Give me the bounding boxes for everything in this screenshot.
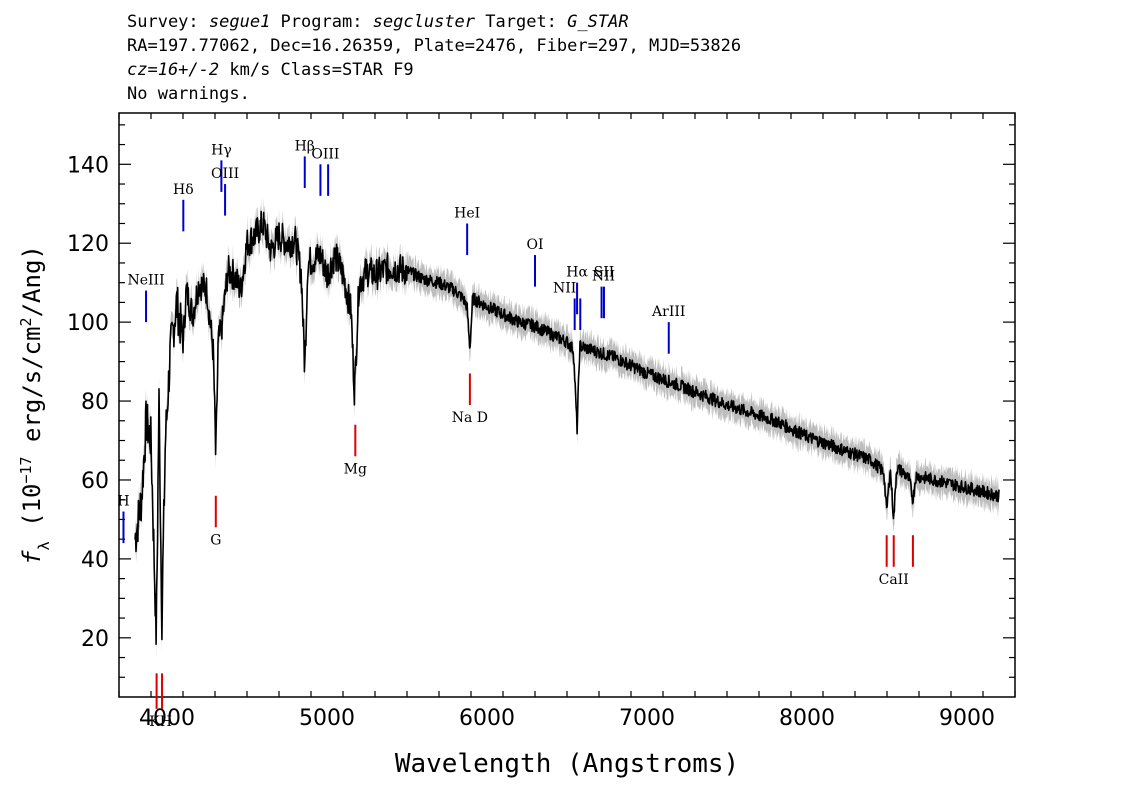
class-value: km/s Class=STAR F9 — [219, 60, 414, 80]
target-value: G_STAR — [567, 12, 629, 32]
y-tick-label: 20 — [81, 627, 109, 652]
line-label: OI — [526, 237, 543, 253]
x-tick-label: 8000 — [779, 706, 835, 731]
target-label: Target: — [475, 12, 568, 32]
line-label: SII — [594, 265, 615, 281]
redshift-value: cz=16+/-2 — [127, 60, 220, 80]
x-tick-label: 4000 — [139, 706, 195, 731]
program-value: segcluster — [372, 12, 476, 32]
line-label: NII — [592, 269, 615, 285]
x-tick-label: 7000 — [619, 706, 675, 731]
line-label: HeI — [454, 205, 480, 221]
line-label: KH — [149, 714, 172, 730]
plot-frame — [118, 112, 1016, 698]
header-line-coords: RA=197.77062, Dec=16.26359, Plate=2476, … — [127, 36, 742, 56]
line-label: Hδ — [173, 182, 194, 198]
y-tick-label: 80 — [81, 390, 109, 415]
x-axis-label: Wavelength (Angstroms) — [395, 749, 739, 779]
line-label: G — [210, 532, 221, 548]
line-label: ArIII — [651, 304, 685, 320]
program-label: Program: — [270, 12, 373, 32]
line-label: NeIII — [127, 273, 164, 289]
line-label: NII — [553, 280, 576, 296]
y-tick-label: 140 — [67, 153, 109, 178]
line-label: CaII — [879, 572, 909, 588]
line-label: OIII — [311, 146, 339, 162]
line-label: Hα — [566, 265, 588, 281]
header-line-survey: Survey: segue1 Program: segcluster Targe… — [127, 10, 741, 34]
line-label: OIII — [211, 166, 239, 182]
header-line-warnings: No warnings. — [127, 84, 250, 104]
y-tick-label: 100 — [67, 311, 109, 336]
spectrum-line — [134, 210, 1000, 645]
x-tick-label: 6000 — [459, 706, 515, 731]
survey-label: Survey: — [127, 12, 209, 32]
x-tick-label: 9000 — [939, 706, 995, 731]
y-axis-label: fλ (10−17 erg/s/cm2/Ang) — [17, 245, 53, 565]
header-line-redshift: cz=16+/-2 km/s Class=STAR F9 — [127, 58, 741, 82]
y-tick-label: 60 — [81, 469, 109, 494]
x-tick-label: 5000 — [299, 706, 355, 731]
line-label: Hγ — [211, 142, 232, 158]
spectrum-header: Survey: segue1 Program: segcluster Targe… — [127, 10, 741, 106]
line-label: Na D — [452, 410, 488, 426]
survey-value: segue1 — [208, 12, 271, 32]
y-tick-label: 120 — [67, 232, 109, 257]
y-tick-label: 40 — [81, 548, 109, 573]
line-label: Mg — [344, 461, 367, 477]
line-label: Hβ — [295, 138, 315, 154]
line-label: H — [117, 494, 129, 510]
